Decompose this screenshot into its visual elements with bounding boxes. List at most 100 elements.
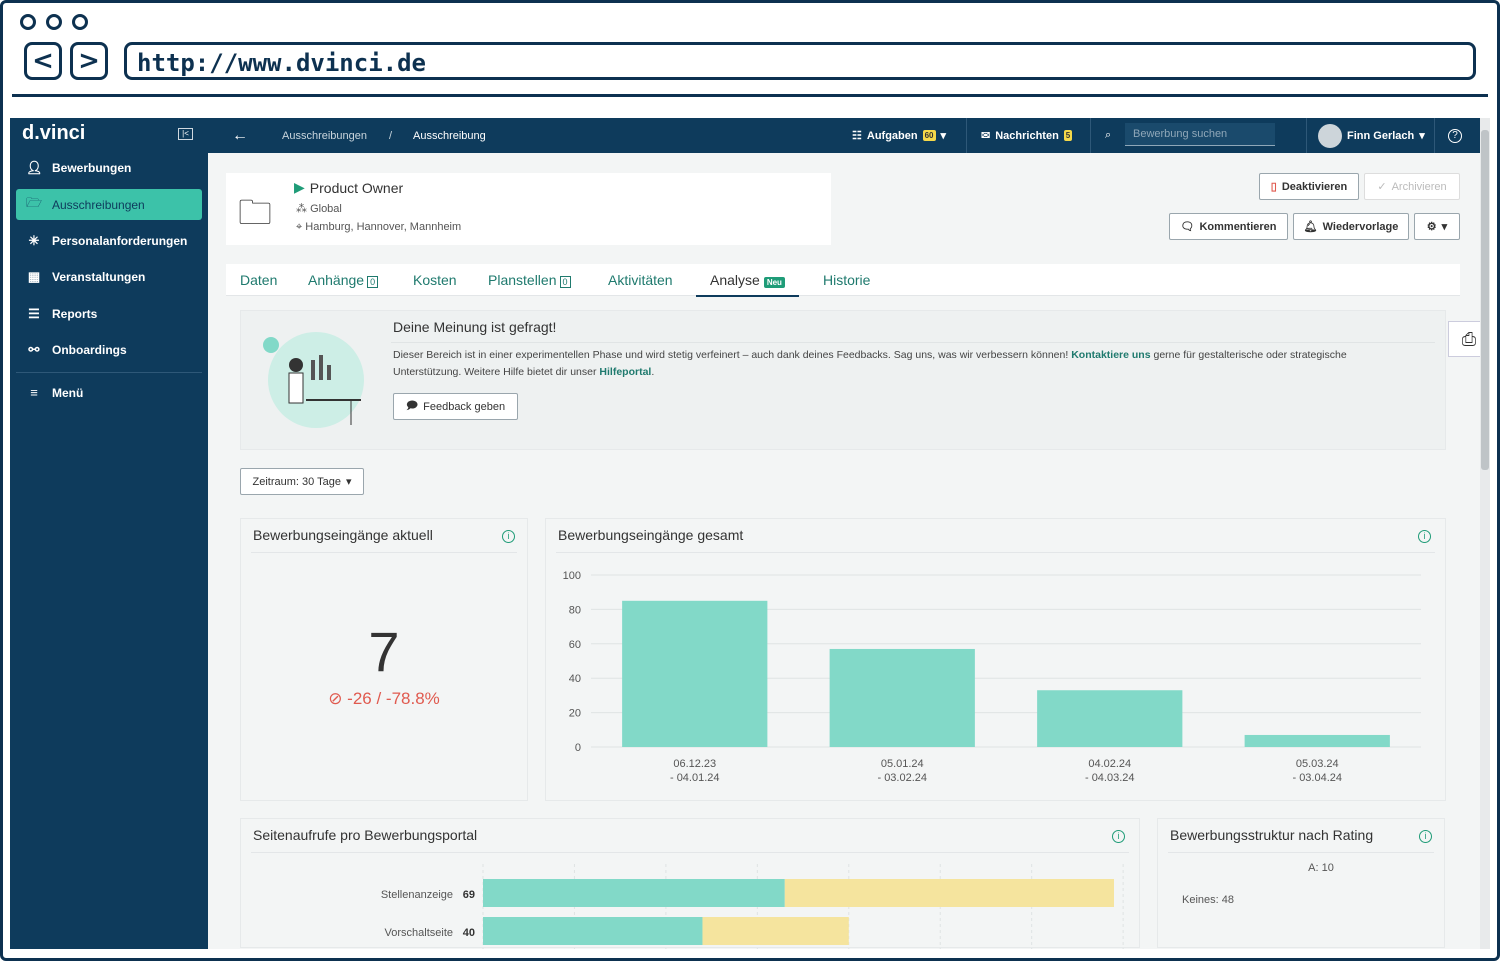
chat-icon: 🗩︎: [405, 400, 419, 412]
page-views-panel: Seitenaufrufe pro Bewerbungsportal i Ste…: [240, 818, 1140, 949]
handshake-icon: ⚯: [28, 341, 40, 357]
scrollbar-thumb[interactable]: [1481, 130, 1489, 470]
scrollbar[interactable]: [1480, 118, 1490, 949]
x-tick-label: 05.01.24: [881, 758, 924, 770]
tab-label: Historie: [823, 272, 871, 288]
url-bar[interactable]: http://www.dvinci.de: [124, 42, 1476, 80]
window-dot[interactable]: [20, 14, 36, 30]
button-label: Archivieren: [1391, 180, 1447, 193]
tab-historie[interactable]: Historie: [823, 272, 870, 288]
divider: [1090, 118, 1091, 153]
info-icon[interactable]: i: [1418, 530, 1431, 543]
tab-count: 0: [559, 276, 571, 288]
change-text: -26 / -78.8%: [347, 689, 440, 708]
sidebar-item-label: Veranstaltungen: [52, 269, 146, 284]
help-portal-link[interactable]: Hilfeportal: [599, 366, 652, 378]
category-label: Stellenanzeige: [381, 889, 453, 901]
deactivate-button[interactable]: ▯ Deaktivieren: [1259, 173, 1359, 200]
pause-icon: ▯: [1270, 181, 1277, 193]
app: d.vinci |< 👤︎ Bewerbungen 🗁︎ Ausschreibung…: [10, 118, 1490, 949]
x-tick-label: 04.02.24: [1088, 758, 1131, 770]
y-tick-label: 40: [569, 673, 581, 685]
tab-label: Daten: [240, 272, 278, 288]
sidebar-item-personalanforderungen[interactable]: ✳ Personalanforderungen: [16, 225, 202, 256]
topbar: ← Ausschreibungen / Ausschreibung ☷ Aufga…: [208, 118, 1490, 153]
comment-button[interactable]: 🗨︎ Kommentieren: [1169, 213, 1288, 240]
collapse-sidebar-icon[interactable]: |<: [178, 128, 193, 140]
divider: [1168, 852, 1434, 853]
back-button[interactable]: <: [24, 42, 62, 80]
back-arrow-icon[interactable]: ←: [232, 126, 248, 144]
followup-button[interactable]: 🔔︎ Wiedervorlage: [1293, 213, 1409, 240]
chevron-down-icon: ▾: [345, 476, 352, 488]
forward-button[interactable]: >: [70, 42, 108, 80]
feedback-button[interactable]: 🗩︎ Feedback geben: [393, 393, 518, 420]
tab-aktivitaeten[interactable]: Aktivitäten: [608, 272, 673, 288]
tasks-button[interactable]: ☷ Aufgaben 60 ▾: [852, 118, 946, 153]
sidebar-item-menu[interactable]: ≡ Menü: [16, 377, 202, 408]
divider: [251, 552, 517, 553]
check-icon: ✓: [1377, 181, 1387, 193]
current-applications-panel: Bewerbungseingänge aktuell i 7 ⊘ -26 / -…: [240, 518, 528, 801]
y-tick-label: 20: [569, 708, 581, 720]
breadcrumb-sep: /: [389, 129, 393, 142]
folder-icon: 🗁︎: [26, 194, 43, 210]
sidebar-item-reports[interactable]: ☰ Reports: [16, 298, 202, 329]
user-name: Finn Gerlach: [1347, 129, 1415, 142]
period-label: Zeitraum: 30 Tage: [252, 475, 341, 488]
job-header-card: 🗀︎ ▶ Product Owner ⁂ Global ⌖ Hamburg, Ha…: [226, 173, 831, 245]
sidebar-item-ausschreibungen[interactable]: 🗁︎ Ausschreibungen: [16, 189, 202, 220]
tab-anhaenge[interactable]: Anhänge 0: [308, 272, 379, 288]
contact-link[interactable]: Kontaktiere uns: [1071, 349, 1151, 361]
bar-chart: 0 20 40 60 80 100 06.12.23 - 04.01.24 05.01.24 - …: [563, 570, 1421, 784]
folder-icon: 🗀︎: [238, 194, 272, 232]
tab-count: 0: [367, 276, 379, 288]
y-tick-label: 80: [569, 604, 581, 616]
text: Dieser Bereich ist in einer experimentel…: [393, 349, 1072, 361]
sidebar-item-label: Reports: [52, 306, 98, 321]
window-dot[interactable]: [46, 14, 62, 30]
bar: [1244, 734, 1390, 747]
sidebar-item-veranstaltungen[interactable]: ▦ Veranstaltungen: [16, 261, 202, 292]
job-org: Global: [310, 203, 342, 215]
text: gerne für gestalterische oder strategisc…: [393, 349, 1347, 378]
asterisk-icon: ✳: [28, 232, 40, 248]
search-input[interactable]: Bewerbung suchen: [1125, 123, 1275, 146]
user-menu[interactable]: Finn Gerlach ▾: [1318, 118, 1425, 153]
feedback-banner: Deine Meinung ist gefragt! Dieser Bereic…: [240, 310, 1446, 450]
settings-dropdown[interactable]: ⚙ ▾: [1414, 213, 1460, 240]
breadcrumb-item[interactable]: Ausschreibungen: [282, 129, 368, 142]
x-tick-label: 05.03.24: [1296, 758, 1339, 770]
sidebar-item-onboardings[interactable]: ⚯ Onboardings: [16, 334, 202, 365]
job-locations: Hamburg, Hannover, Mannheim: [305, 221, 462, 233]
tab-daten[interactable]: Daten: [240, 272, 277, 288]
tab-label: Analyse: [710, 272, 760, 288]
bar-segment: [702, 917, 849, 945]
tasks-badge: 60: [922, 130, 936, 141]
x-tick-label: - 04.03.24: [1085, 772, 1135, 784]
sidebar-item-bewerbungen[interactable]: 👤︎ Bewerbungen: [16, 152, 202, 183]
total-applications-panel: Bewerbungseingänge gesamt i 0 20 40 60 80 100…: [545, 518, 1446, 801]
info-icon[interactable]: i: [1419, 830, 1432, 843]
button-label: Kommentieren: [1199, 220, 1277, 233]
search-icon: ⌕: [1105, 129, 1112, 141]
bell-icon: 🔔︎: [1303, 221, 1318, 233]
y-tick-label: 100: [563, 570, 581, 582]
messages-button[interactable]: ✉ Nachrichten 5: [981, 118, 1073, 153]
period-dropdown[interactable]: Zeitraum: 30 Tage ▾: [240, 468, 364, 495]
tab-analyse[interactable]: Analyse Neu: [696, 272, 799, 297]
tab-label: Aktivitäten: [608, 272, 673, 288]
window-dot[interactable]: [72, 14, 88, 30]
tab-planstellen[interactable]: Planstellen 0: [488, 272, 571, 288]
divider: [1434, 118, 1435, 153]
tab-kosten[interactable]: Kosten: [413, 272, 457, 288]
report-icon: ☰: [28, 305, 40, 321]
info-icon[interactable]: i: [1112, 830, 1125, 843]
help-icon[interactable]: ?: [1448, 118, 1462, 153]
new-badge: Neu: [763, 277, 785, 288]
divider: [16, 372, 202, 373]
info-icon[interactable]: i: [502, 530, 515, 543]
avatar: [1318, 123, 1342, 148]
archive-button[interactable]: ✓ Archivieren: [1364, 173, 1460, 200]
